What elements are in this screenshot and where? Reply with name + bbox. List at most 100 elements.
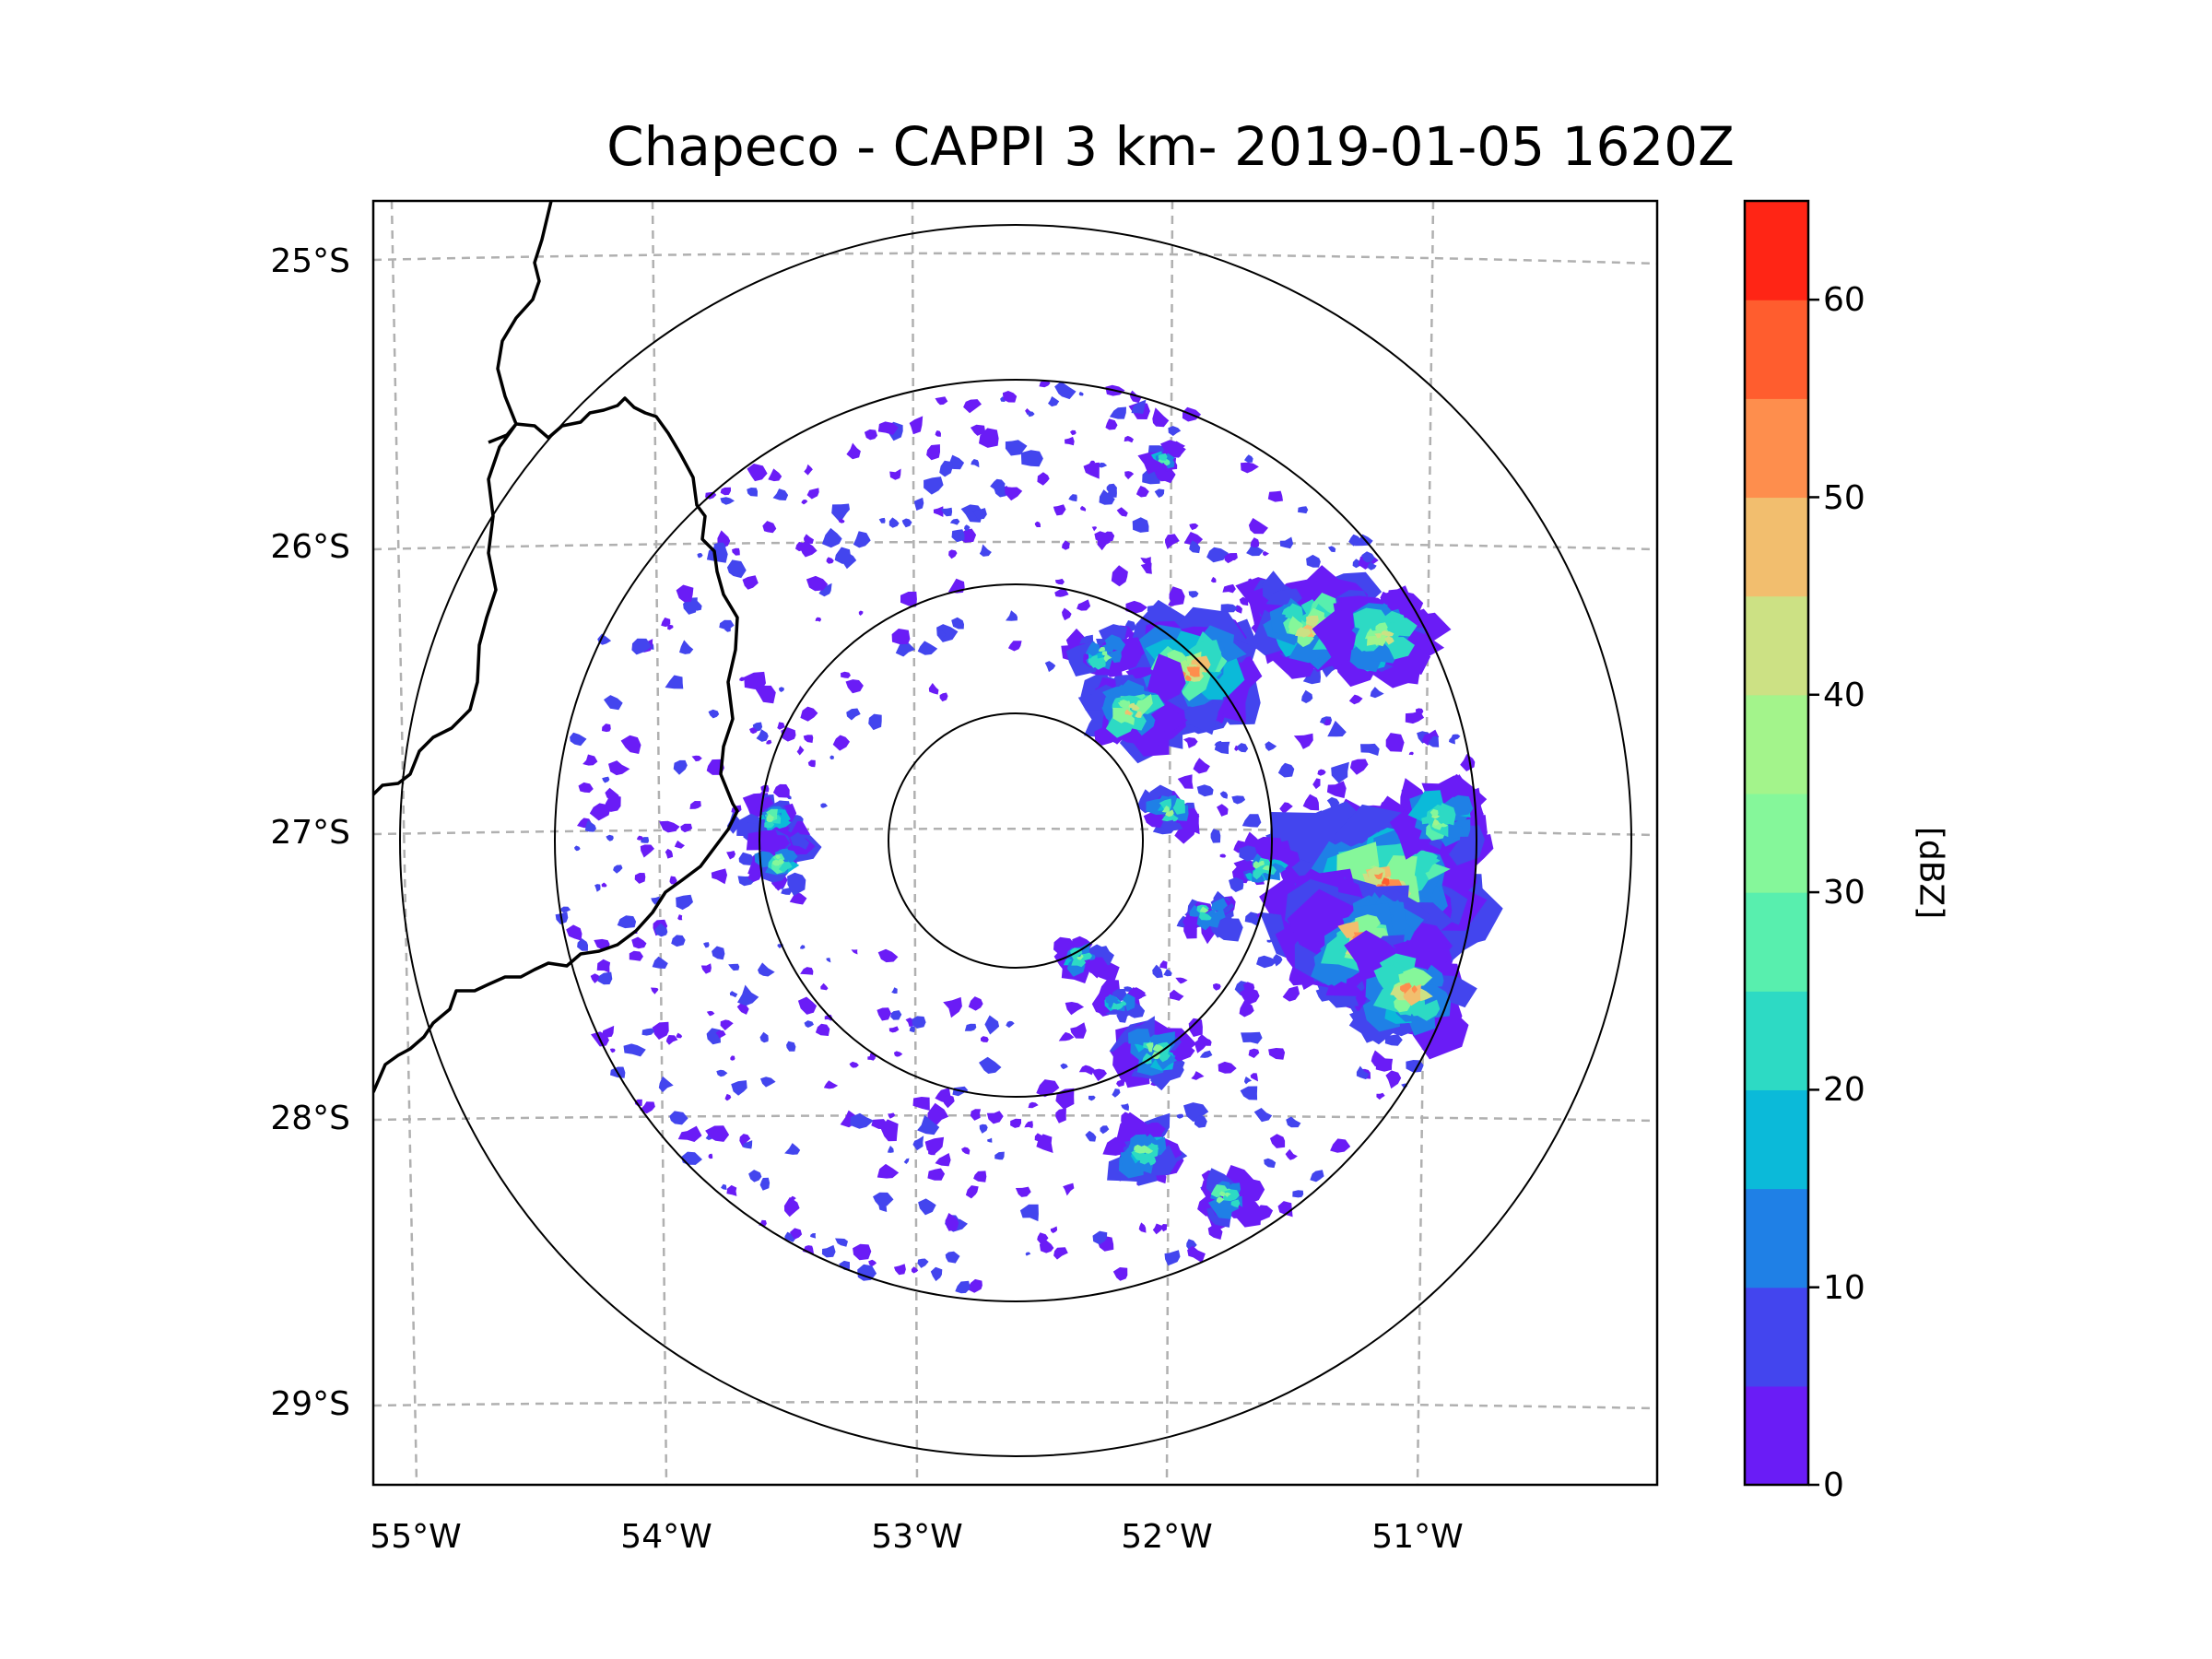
echo-patch [1302, 794, 1320, 811]
echo-patch [1154, 466, 1170, 482]
echo-patch [1165, 809, 1174, 818]
echo-patch [1098, 462, 1108, 468]
echo-patch [1244, 454, 1253, 463]
echo-patch [912, 1097, 930, 1111]
echo-patch [1128, 702, 1135, 709]
echo-patch [1135, 711, 1142, 718]
echo-patch [1112, 1267, 1128, 1281]
echo-patch [1111, 1002, 1118, 1010]
echo-patch [1006, 1020, 1015, 1029]
echo-patch [1055, 1108, 1066, 1124]
colorbar-segment [1745, 892, 1808, 992]
echo-patch [1292, 1190, 1304, 1198]
echo-patch [634, 1099, 642, 1106]
echo-patch [824, 1014, 833, 1021]
echo-patch [853, 1243, 872, 1261]
echo-patch [747, 488, 758, 497]
echo-patch [747, 868, 762, 882]
echo-patch [726, 811, 744, 834]
echo-patch [1152, 964, 1163, 979]
echo-patch [1282, 985, 1300, 1002]
echo-patch [786, 1041, 796, 1052]
echo-patch [597, 971, 613, 985]
echo-patch [755, 796, 774, 811]
echo-patch [1216, 1196, 1225, 1204]
echo-patch [689, 801, 701, 809]
echo-patch [1147, 1046, 1153, 1053]
echo-patch [1348, 694, 1363, 705]
echo-patch [1091, 1068, 1107, 1081]
echo-patch [1070, 429, 1077, 436]
echo-patch [797, 996, 818, 1015]
echo-patch [1054, 381, 1077, 400]
echo-patch [1034, 521, 1041, 527]
range-ring-1 [888, 712, 1144, 969]
echo-patch [990, 478, 1006, 491]
echo-patch [603, 794, 621, 812]
echo-patch [1139, 1153, 1152, 1165]
echo-patch [1100, 1125, 1110, 1135]
echo-patch [1170, 989, 1184, 1001]
echo-patch [1027, 411, 1035, 418]
echo-patch [596, 959, 611, 973]
echo-patch [726, 1184, 737, 1196]
echo-patch [1132, 517, 1149, 533]
echo-patch [1264, 1158, 1277, 1169]
echo-patch [1286, 1116, 1301, 1128]
echo-patch [772, 488, 789, 500]
echo-patch [893, 1264, 906, 1276]
echo-patch [1006, 610, 1018, 621]
echo-patch [888, 1026, 900, 1033]
echo-patch [1186, 1239, 1197, 1250]
lat-gridline-29s [373, 1400, 1657, 1410]
echo-patch [706, 1010, 715, 1017]
echo-patch [1104, 634, 1126, 653]
echo-patch [1279, 802, 1293, 815]
echo-patch [801, 500, 808, 505]
echo-patch [617, 915, 637, 929]
echo-patch [766, 739, 772, 745]
echo-patch [849, 1061, 859, 1068]
echo-patch [629, 950, 643, 961]
lat-label-27s: 27°S [270, 814, 350, 852]
echo-patch [1299, 629, 1312, 638]
echo-patch [1244, 912, 1260, 927]
echo-patch [961, 1147, 971, 1155]
echo-patch [651, 987, 659, 994]
echo-patch [930, 1266, 943, 1282]
echo-patch [749, 727, 758, 735]
echo-patch [609, 1048, 616, 1053]
echo-patch [831, 503, 850, 523]
echo-patch [640, 1101, 655, 1114]
echo-patch [804, 534, 814, 544]
echo-patch [1327, 720, 1347, 737]
echo-patch [724, 626, 731, 632]
echo-patch [1175, 977, 1188, 984]
echo-patch [1188, 591, 1199, 598]
echo-patch [963, 399, 982, 414]
echo-patch [1183, 532, 1204, 546]
echo-patch [1159, 960, 1168, 970]
echo-patch [1158, 1050, 1171, 1063]
echo-patch [1091, 526, 1098, 532]
echo-patch [584, 820, 596, 832]
chart-title: Chapeco - CAPPI 3 km- 2019-01-05 1620Z [606, 115, 1735, 178]
echo-patch [1402, 982, 1412, 994]
echo-patch [1277, 1201, 1293, 1218]
echo-patch [676, 894, 693, 911]
echo-patch [755, 685, 776, 704]
echo-patch [1231, 795, 1246, 805]
echo-patch [1158, 453, 1168, 461]
echo-patch [926, 444, 940, 461]
echo-patch [917, 1258, 929, 1268]
echo-patch [1152, 407, 1170, 428]
echo-patch [841, 671, 851, 678]
echo-patch [888, 517, 900, 528]
echo-patch [1188, 1018, 1203, 1037]
echo-patch [939, 460, 953, 477]
echo-patch [796, 745, 805, 756]
echo-patch [708, 709, 720, 719]
echo-patch [1394, 996, 1411, 1013]
echo-patch [1080, 505, 1087, 512]
colorbar-tick-0: 0 [1823, 1466, 1844, 1504]
